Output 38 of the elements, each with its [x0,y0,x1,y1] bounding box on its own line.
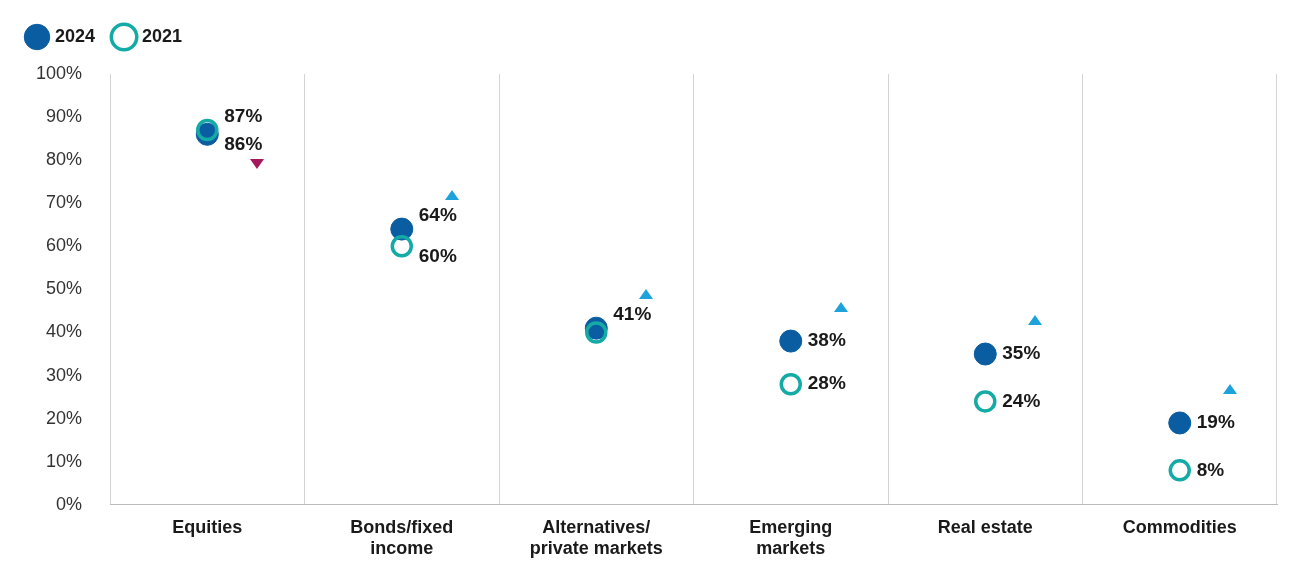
y-tick-label: 60% [46,235,83,256]
point [585,321,608,344]
legend-label: 2024 [55,25,96,46]
y-tick-label: 10% [46,450,83,471]
y-tick-label: 40% [46,321,83,342]
y-tick-label: 70% [46,192,83,213]
point [973,342,997,366]
point [1168,459,1191,482]
y-tick-label: 30% [46,364,83,385]
y-tick-label: 50% [46,278,83,299]
legend-label: 2021 [142,25,183,46]
data-label: 87% [224,105,263,127]
data-label: 8% [1196,458,1225,480]
x-tick-label: Bonds/fixed income [350,516,454,559]
data-label: 24% [1002,389,1041,411]
x-tick-label: Emerging markets [749,516,833,559]
data-label: 64% [418,204,457,226]
y-tick-label: 0% [56,493,83,514]
data-label: 60% [418,244,457,266]
x-tick-label: Alternatives/ private markets [529,516,663,559]
data-label: 35% [1002,342,1041,364]
point [974,390,997,413]
y-tick-label: 20% [46,407,83,428]
point [779,329,803,353]
x-tick-label: Real estate [937,516,1033,537]
data-label: 28% [807,372,846,394]
y-tick-label: 80% [46,149,83,170]
x-tick-label: Commodities [1122,516,1237,537]
x-tick-label: Equities [172,516,243,537]
data-label: 19% [1196,411,1235,433]
data-label: 41% [613,303,652,325]
point [390,235,414,258]
data-label: 38% [807,329,846,351]
point [1168,411,1192,435]
y-tick-label: 90% [46,106,83,127]
point [779,372,803,396]
data-label: 86% [224,132,263,154]
y-tick-label: 100% [35,62,83,83]
